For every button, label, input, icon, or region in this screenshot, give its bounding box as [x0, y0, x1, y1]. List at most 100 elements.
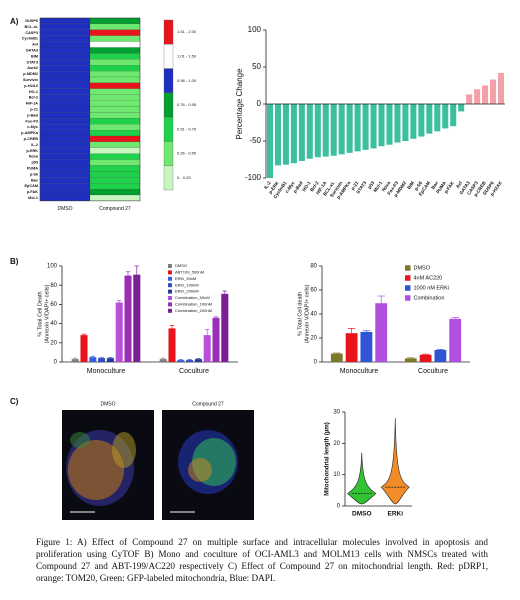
heatmap-cell: [39, 88, 91, 95]
y-tick-label: 0: [337, 504, 341, 510]
x-tick-label: Coculture: [418, 368, 448, 375]
row-label: Bcl-2: [29, 96, 38, 100]
heatmap-cell: [89, 194, 141, 201]
legend-swatch: [405, 295, 411, 301]
bar: [274, 104, 281, 166]
heatmap-cell: [89, 17, 141, 24]
heatmap-cell: [89, 118, 141, 125]
x-tick-label: Monoculture: [340, 368, 379, 375]
legend-label: 0.51 - 0.75: [177, 126, 197, 131]
row-label: Mcl-1: [28, 196, 38, 200]
bar: [404, 358, 417, 362]
y-axis-label: Mitochondrial length (µm): [325, 422, 331, 495]
legend-swatch: [168, 264, 172, 268]
legend-swatch: [168, 270, 172, 275]
bar: [458, 104, 465, 112]
y-tick-label: 0: [314, 360, 318, 366]
bar: [497, 72, 505, 104]
heatmap-cell: [89, 59, 141, 66]
legend-label: ERKi_100nM: [175, 282, 199, 287]
x-tick-label: Bax: [430, 180, 439, 190]
bar: [362, 104, 369, 150]
bar: [442, 104, 449, 129]
x-tick-label: HO-1: [301, 180, 312, 192]
heatmap-cell: [89, 47, 141, 54]
legend-label: Combination_200nM: [175, 308, 212, 313]
heatmap-cell: [39, 183, 91, 190]
row-label: CASP3: [25, 31, 38, 35]
heatmap-cell: [39, 47, 91, 54]
y-tick-label: 60: [310, 288, 317, 294]
heatmap-cell: [39, 165, 91, 172]
bar: [418, 104, 425, 137]
row-label: BIM: [31, 54, 38, 58]
bar: [330, 104, 337, 156]
bar: [434, 104, 441, 132]
legend-label: 1000 nM ERKi: [414, 285, 449, 291]
bar: [314, 104, 321, 158]
bar: [71, 359, 79, 362]
row-label: c-Myc: [27, 125, 38, 129]
column-label: DMSO: [58, 206, 73, 212]
x-tick-label: Bcl-2: [309, 180, 320, 192]
bar: [490, 79, 497, 104]
panel-label: B): [10, 257, 19, 266]
bar: [322, 104, 329, 157]
y-tick-label: 20: [333, 441, 340, 447]
violin: [347, 452, 377, 505]
y-tick-label: 30: [333, 410, 340, 416]
legend-swatch: [168, 289, 172, 294]
bar: [378, 104, 385, 147]
y-tick-label: -100: [245, 173, 262, 182]
bar: [426, 104, 433, 134]
micrograph: [62, 410, 154, 520]
y-axis-label: % Total Cell death: [297, 292, 303, 336]
bar: [203, 335, 211, 362]
legend-swatch: [163, 165, 174, 191]
bar: [106, 358, 114, 362]
heatmap-cell: [39, 53, 91, 60]
heatmap-cell: [89, 106, 141, 113]
legend-swatch: [163, 92, 174, 118]
legend-swatch: [168, 283, 172, 288]
micrograph-title: Compound 27: [192, 401, 224, 407]
legend-label: 1.01 - 1.50: [177, 53, 197, 58]
bar: [290, 104, 297, 164]
row-label: HO-1: [29, 90, 38, 94]
row-label: Bax: [31, 178, 39, 182]
x-tick-label: Monoculture: [87, 368, 126, 375]
y-tick-label: 80: [310, 264, 317, 270]
heatmap-frame: [39, 17, 141, 202]
heatmap-cell: [39, 177, 91, 184]
bar: [386, 104, 393, 145]
legend-label: ERKi_50nM: [175, 276, 196, 281]
x-tick-label: p-Bad: [292, 180, 304, 194]
heatmap-cell: [89, 65, 141, 72]
y-tick-label: 40: [50, 321, 57, 327]
bar: [115, 302, 123, 362]
bar: [482, 85, 489, 104]
heatmap-cell: [89, 88, 141, 95]
x-tick-label: Coculture: [179, 368, 209, 375]
legend-label: Combination_50nM: [175, 295, 210, 300]
row-label: PUMA: [27, 166, 38, 170]
legend-swatch: [405, 275, 411, 281]
row-label: EpCAM: [25, 184, 39, 188]
heatmap-cell: [89, 29, 141, 36]
legend-swatch: [405, 285, 411, 291]
legend-swatch: [168, 308, 172, 313]
legend-swatch: [163, 19, 174, 45]
heatmap-cell: [39, 35, 91, 42]
legend-label: 0.26 - 0.50: [177, 151, 197, 156]
row-label: p-Bad: [27, 113, 38, 117]
y-axis-label: (Annexin V/DAPI+ cells): [304, 284, 310, 343]
heatmap-cell: [39, 112, 91, 119]
y-tick-label: 40: [310, 312, 317, 318]
heatmap-cell: [39, 106, 91, 113]
bar: [330, 353, 343, 362]
legend-label: Combination_100nM: [175, 301, 212, 306]
micrograph: [162, 410, 254, 520]
x-tick-label: c-Myc: [284, 180, 296, 194]
bar: [354, 104, 361, 152]
heatmap-cell: [89, 159, 141, 166]
